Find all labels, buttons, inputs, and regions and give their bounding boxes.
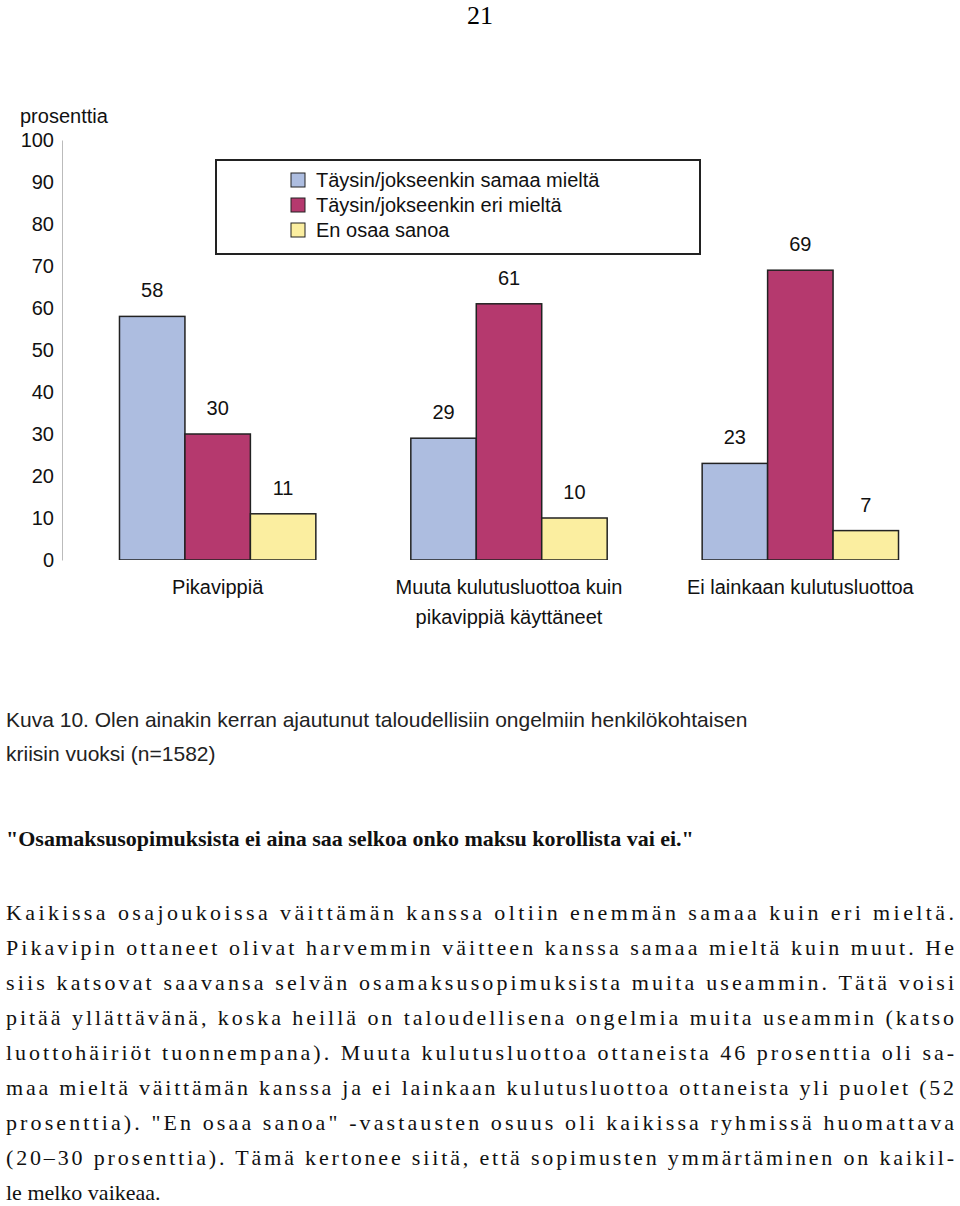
paragraph-line: prosenttia). "En osaa sanoa" -vastausten… <box>6 1110 954 1135</box>
y-tick: 60 <box>32 297 62 319</box>
paragraph-line: (20–30 prosenttia). Tämä kertonee siitä,… <box>6 1145 954 1170</box>
paragraph-line: le melko vaikeaa. <box>6 1180 161 1205</box>
y-tick-label: 40 <box>32 381 54 403</box>
bar <box>702 463 767 560</box>
y-tick: 70 <box>32 255 62 277</box>
page: 21 prosenttia 0 10 20 30 40 50 60 70 80 90 100 Pikavi… <box>0 0 960 1206</box>
x-axis: Pikavippiä Muuta kulutusluottoa kuinpikav… <box>73 560 947 628</box>
x-tick-label: Muuta kulutusluottoa kuinpikavippiä käyt… <box>396 576 623 628</box>
x-axis-line <box>73 560 947 561</box>
y-tick: 40 <box>32 381 62 403</box>
bar <box>768 270 833 560</box>
y-axis-line <box>62 141 63 561</box>
legend-swatch <box>291 173 305 187</box>
x-tick: Ei lainkaan kulutusluottoa <box>687 560 915 598</box>
paragraph-line: Kaikissa osajoukoissa väittämän kanssa o… <box>6 900 954 925</box>
y-tick: 50 <box>32 339 62 361</box>
data-label: 10 <box>563 481 585 503</box>
y-axis-title: prosenttia <box>20 105 109 127</box>
y-tick: 30 <box>32 423 62 445</box>
y-tick-label: 100 <box>21 129 54 151</box>
legend-label: En osaa sanoa <box>316 219 450 241</box>
y-tick: 80 <box>32 213 62 235</box>
y-tick: 10 <box>32 507 62 529</box>
y-tick-label: 20 <box>32 465 54 487</box>
legend-label: Täysin/jokseenkin samaa mieltä <box>316 169 600 191</box>
paragraph-line: siis katsovat saavansa selvän osamaksuso… <box>6 970 954 995</box>
caption: Kuva 10. Olen ainakin kerran ajautunut t… <box>6 708 747 765</box>
y-tick-label: 80 <box>32 213 54 235</box>
data-label: 69 <box>789 233 811 255</box>
page-number: 21 <box>467 1 493 30</box>
data-label: 29 <box>432 401 454 423</box>
x-tick-label: Ei lainkaan kulutusluottoa <box>687 576 915 598</box>
legend-label: Täysin/jokseenkin eri mieltä <box>316 194 563 216</box>
legend: Täysin/jokseenkin samaa mieltä Täysin/jok… <box>216 160 700 254</box>
y-tick: 20 <box>32 465 62 487</box>
bar <box>119 316 184 560</box>
bar <box>542 518 607 560</box>
y-tick: 0 <box>43 549 62 571</box>
bar <box>833 531 898 560</box>
y-tick-label: 10 <box>32 507 54 529</box>
data-labels: 58 29 23 30 61 69 11 10 7 <box>141 233 871 515</box>
legend-item: En osaa sanoa <box>291 219 450 241</box>
legend-swatch <box>291 223 305 237</box>
y-tick-label: 60 <box>32 297 54 319</box>
legend-swatch <box>291 198 305 212</box>
bars <box>119 270 898 560</box>
data-label: 30 <box>207 397 229 419</box>
y-tick-label: 70 <box>32 255 54 277</box>
paragraph: Kaikissa osajoukoissa väittämän kanssa o… <box>6 900 954 1205</box>
bar <box>411 438 476 560</box>
data-label: 61 <box>498 267 520 289</box>
legend-item: Täysin/jokseenkin samaa mieltä <box>291 169 600 191</box>
bar <box>250 514 315 560</box>
y-tick-label: 50 <box>32 339 54 361</box>
data-label: 11 <box>273 477 294 499</box>
legend-box <box>216 160 700 254</box>
caption-line: Kuva 10. Olen ainakin kerran ajautunut t… <box>6 708 747 731</box>
caption-line: kriisin vuoksi (n=1582) <box>6 742 216 765</box>
paragraph-line: maa mieltä väittämän kanssa ja ei lainka… <box>6 1075 954 1100</box>
y-tick-label: 30 <box>32 423 54 445</box>
y-tick-label: 0 <box>43 549 54 571</box>
heading: "Osamaksusopimuksista ei aina saa selkoa… <box>6 826 694 851</box>
x-tick: Pikavippiä <box>172 560 264 598</box>
y-axis: 0 10 20 30 40 50 60 70 80 90 100 <box>21 129 63 571</box>
data-label: 7 <box>860 494 871 516</box>
y-tick-label: 90 <box>32 171 54 193</box>
data-label: 23 <box>724 426 746 448</box>
data-label: 58 <box>141 279 163 301</box>
chart: prosenttia 0 10 20 30 40 50 60 70 80 90 100 Pikavipp… <box>20 105 947 628</box>
bar <box>185 434 250 560</box>
y-tick: 100 <box>21 129 62 151</box>
paragraph-line: pitää yllättävänä, koska heillä on talou… <box>6 1005 954 1030</box>
paragraph-line: Pikavipin ottaneet olivat harvemmin väit… <box>6 935 954 960</box>
paragraph-line: luottohäiriöt tuonnempana). Muuta kulutu… <box>6 1040 954 1065</box>
y-tick: 90 <box>32 171 62 193</box>
bar <box>476 304 541 560</box>
x-tick: Muuta kulutusluottoa kuinpikavippiä käyt… <box>396 560 623 628</box>
x-tick-label: Pikavippiä <box>172 576 264 598</box>
legend-item: Täysin/jokseenkin eri mieltä <box>291 194 563 216</box>
